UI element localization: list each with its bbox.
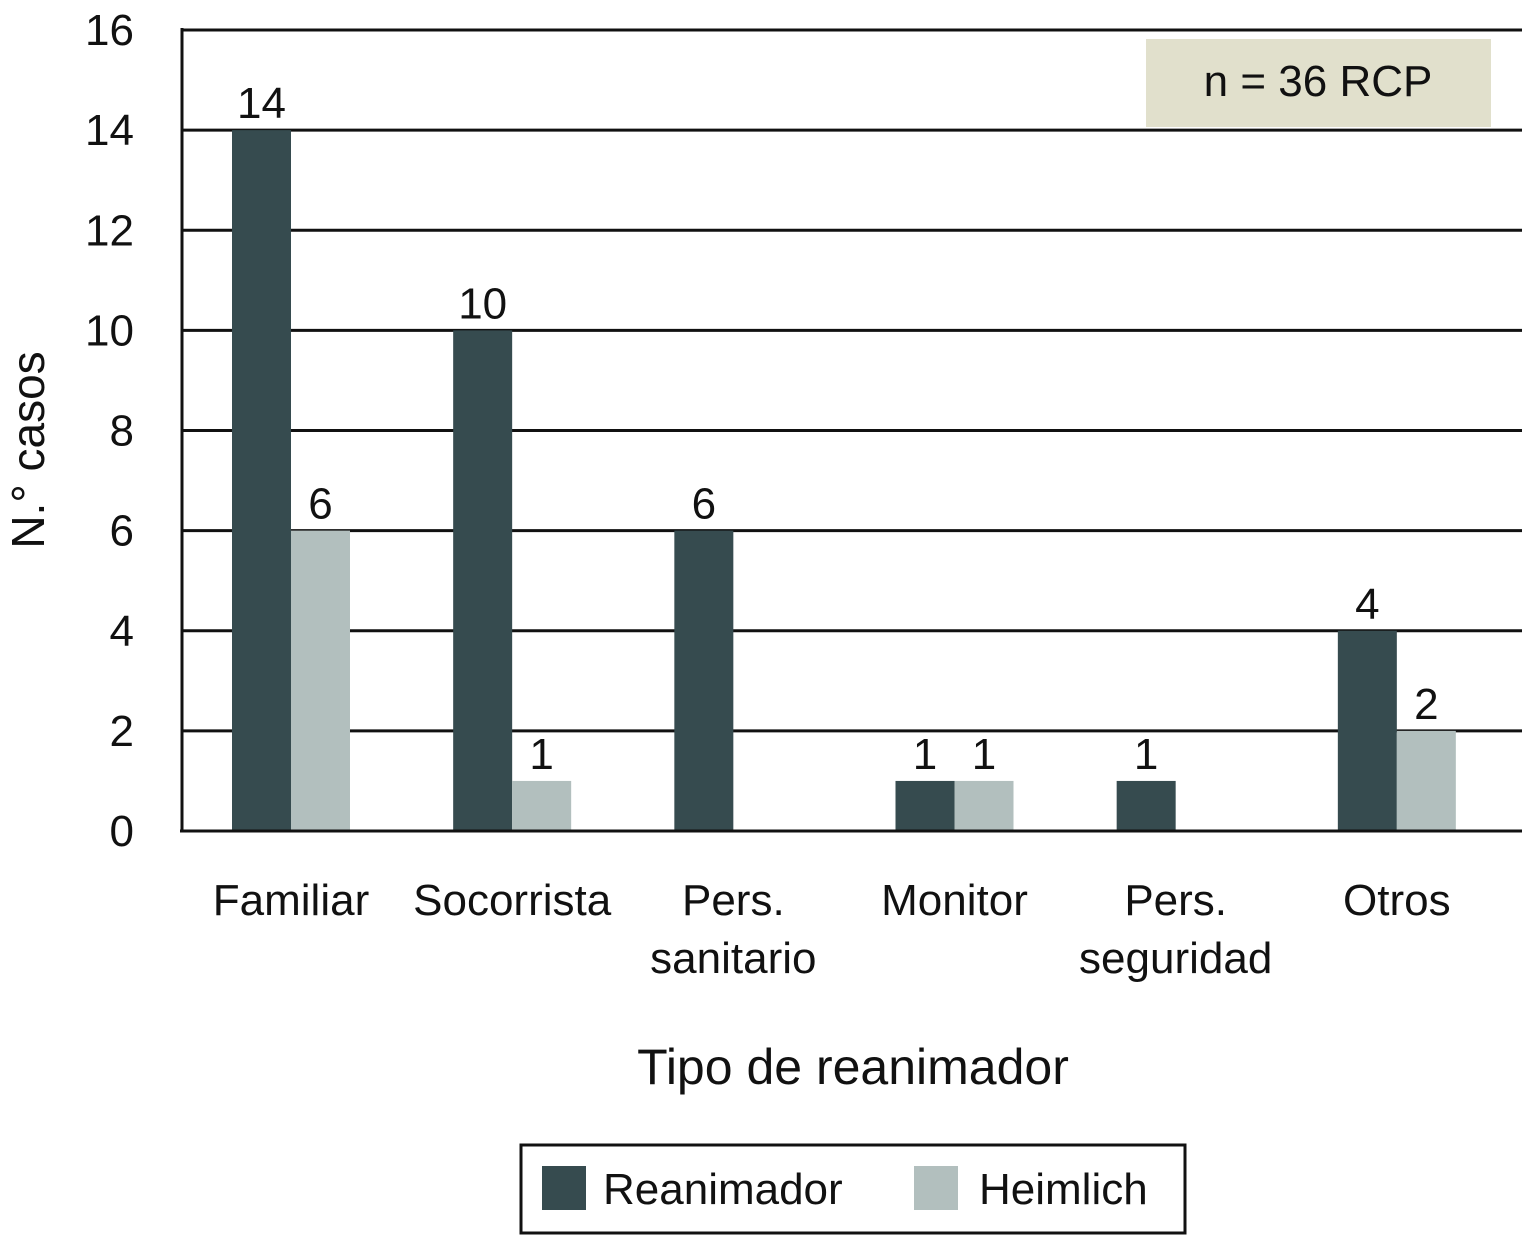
bar-heimlich <box>954 780 1014 831</box>
annotation-background <box>1146 39 1491 127</box>
data-label: 1 <box>529 730 553 779</box>
bar-heimlich <box>1396 730 1456 831</box>
y-axis-label: N.° casos <box>2 351 54 548</box>
y-tick-label: 8 <box>110 407 134 456</box>
y-tick-labels: 0 2 4 6 8 10 12 14 16 <box>85 6 134 856</box>
legend: Reanimador Heimlich <box>519 1143 1187 1235</box>
data-label: 1 <box>972 730 996 779</box>
bar-heimlich <box>512 780 572 831</box>
x-tick-label: Pers. <box>1124 876 1227 925</box>
data-label: 10 <box>458 279 507 328</box>
gridlines <box>182 28 1522 733</box>
x-tick-label: Pers. <box>682 876 785 925</box>
data-label: 14 <box>237 79 286 128</box>
legend-label-reanimador: Reanimador <box>603 1165 843 1214</box>
x-tick-label: Familiar <box>213 876 369 925</box>
axes <box>180 28 1522 833</box>
bar-reanimador <box>674 530 734 831</box>
bar-reanimador <box>895 780 955 831</box>
y-tick-label: 14 <box>85 106 134 155</box>
bar-reanimador <box>453 330 513 831</box>
legend-frame <box>519 1143 1187 1235</box>
y-tick-label: 12 <box>85 206 134 255</box>
annotation-box: n = 36 RCP <box>1146 39 1491 127</box>
x-tick-label: sanitario <box>650 934 816 983</box>
legend-label-heimlich: Heimlich <box>979 1165 1148 1214</box>
data-label: 1 <box>913 730 937 779</box>
x-tick-label: Socorrista <box>413 876 612 925</box>
bar-reanimador <box>1337 630 1397 831</box>
y-tick-label: 16 <box>85 6 134 55</box>
bar-heimlich <box>291 530 350 831</box>
x-axis-label: Tipo de reanimador <box>637 1039 1069 1095</box>
y-tick-label: 6 <box>110 507 134 556</box>
legend-swatch-reanimador <box>542 1166 586 1210</box>
y-tick-label: 4 <box>110 607 134 656</box>
x-tick-label: Monitor <box>881 876 1028 925</box>
data-label: 2 <box>1414 680 1438 729</box>
legend-swatch-heimlich <box>914 1166 958 1210</box>
bar-reanimador <box>1116 780 1176 831</box>
bars <box>232 130 1456 831</box>
y-tick-label: 10 <box>85 306 134 355</box>
y-tick-label: 0 <box>110 807 134 856</box>
y-tick-label: 2 <box>110 707 134 756</box>
x-tick-labels: Familiar Socorrista Pers. sanitario Monitor P… <box>213 876 1451 983</box>
bar-reanimador <box>232 130 291 831</box>
data-label: 6 <box>692 480 716 529</box>
data-label: 4 <box>1355 580 1379 629</box>
annotation-text: n = 36 RCP <box>1204 57 1433 106</box>
x-tick-label: seguridad <box>1079 934 1272 983</box>
x-tick-label: Otros <box>1343 876 1451 925</box>
data-label: 6 <box>308 480 332 529</box>
data-label: 1 <box>1134 730 1158 779</box>
